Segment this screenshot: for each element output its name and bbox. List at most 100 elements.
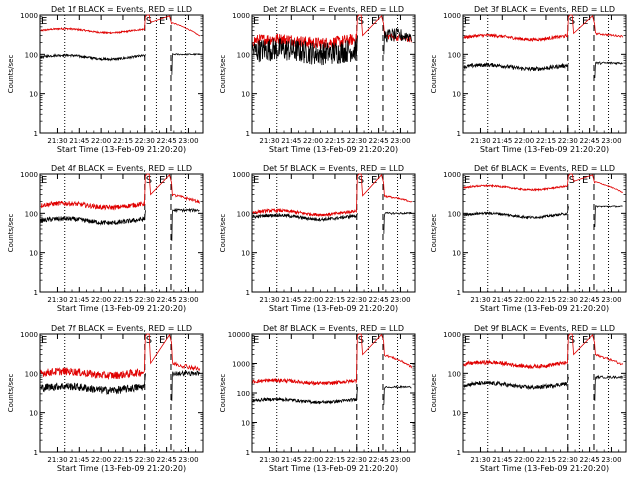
series-line-events [252,35,358,66]
y-tick-label: 1 [34,130,38,138]
x-tick-label: 22:00 [303,137,323,145]
x-tick-label: 23:00 [178,456,198,464]
s-marker-label: S [146,335,152,346]
y-tick-label: 1 [457,130,461,138]
x-tick-label: 22:45 [580,137,600,145]
x-tick-label: 22:45 [369,456,389,464]
e-marker-label: E [371,335,377,346]
e-marker-label: E [582,335,588,346]
y-tick-label: 1000 [20,12,38,20]
x-axis-label: Start Time (13-Feb-09 21:20:20) [57,145,186,154]
chart-title: Det 4f BLACK = Events, RED = LLD [51,164,192,173]
x-tick-label: 21:45 [492,296,512,304]
y-tick-label: 10 [241,250,250,258]
series-line-events-post-saa [171,207,200,241]
y-tick-label: 10 [452,250,461,258]
x-axis-label: Start Time (13-Feb-09 21:20:20) [269,304,398,313]
y-axis-label: Counts/sec [430,55,438,94]
y-axis-label: Counts/sec [7,374,15,413]
x-tick-label: 22:15 [113,456,133,464]
series-line-events-post-saa [383,385,412,405]
x-tick-label: 22:30 [347,137,367,145]
x-tick-label: 22:15 [536,137,556,145]
e-marker-label: E [582,16,588,27]
s-marker-label: S [569,175,575,186]
x-axis-label: Start Time (13-Feb-09 21:20:20) [269,464,398,473]
x-tick-label: 21:30 [259,137,279,145]
x-tick-label: 23:00 [178,137,198,145]
e-marker-label: E [371,16,377,27]
x-tick-label: 22:00 [514,137,534,145]
x-tick-label: 21:30 [470,137,490,145]
y-tick-label: 1 [457,449,461,457]
x-tick-label: 21:30 [259,296,279,304]
x-tick-label: 23:00 [390,137,410,145]
chart-title: Det 1f BLACK = Events, RED = LLD [51,5,192,14]
plot-frame [462,333,627,453]
x-tick-label: 21:45 [281,137,301,145]
y-tick-label: 1 [457,289,461,297]
x-tick-label: 22:45 [369,137,389,145]
x-tick-label: 21:30 [47,296,67,304]
e-marker-label: E [41,175,47,186]
x-axis-label: Start Time (13-Feb-09 21:20:20) [480,145,609,154]
y-axis-label: Counts/sec [219,214,227,253]
e-marker-label: E [253,16,259,27]
y-tick-label: 1000 [443,12,461,20]
e-marker-label: E [582,175,588,186]
series-line-events-post-saa [383,211,412,234]
plot-frame [39,14,204,134]
chart-title: Det 5f BLACK = Events, RED = LLD [263,164,404,173]
series-line-events-post-saa [594,61,623,79]
series-line-events [463,377,569,390]
x-tick-label: 21:45 [69,137,89,145]
chart-title: Det 7f BLACK = Events, RED = LLD [51,324,192,333]
y-axis-label: Counts/sec [219,55,227,94]
y-tick-label: 100 [448,210,461,218]
x-axis-label: Start Time (13-Feb-09 21:20:20) [57,464,186,473]
s-marker-label: S [358,175,364,186]
chart-panel-7: Det 7f BLACK = Events, RED = LLD Counts/s… [7,324,204,473]
y-tick-label: 10 [29,250,38,258]
chart-title: Det 9f BLACK = Events, RED = LLD [474,324,615,333]
series-line-events [463,61,569,72]
y-tick-label: 1 [246,449,250,457]
plot-frame [251,173,416,293]
chart-title: Det 2f BLACK = Events, RED = LLD [263,5,404,14]
x-tick-label: 22:30 [558,456,578,464]
series-line-events [40,210,146,226]
series-line-events [463,206,569,220]
y-tick-label: 1000 [232,361,250,369]
series-line-events [40,52,146,62]
chart-panel-9: Det 9f BLACK = Events, RED = LLD Counts/s… [430,324,627,473]
plot-frame [251,14,416,134]
plot-frame [462,173,627,293]
y-tick-label: 1000 [20,171,38,179]
e-marker-label: E [464,16,470,27]
x-tick-label: 22:00 [91,137,111,145]
y-axis-label: Counts/sec [430,374,438,413]
chart-panel-8: Det 8f BLACK = Events, RED = LLD Counts/s… [219,324,416,473]
chart-title: Det 3f BLACK = Events, RED = LLD [474,5,615,14]
e-marker-label: E [159,16,165,27]
y-axis-label: Counts/sec [7,214,15,253]
x-tick-label: 22:00 [91,456,111,464]
y-tick-label: 10 [452,410,461,418]
y-tick-label: 1000 [232,171,250,179]
e-marker-label: E [159,175,165,186]
series-line-events-post-saa [171,52,200,75]
y-tick-label: 100 [448,51,461,59]
x-tick-label: 21:30 [47,137,67,145]
x-tick-label: 21:30 [47,456,67,464]
plot-frame [251,333,416,453]
x-tick-label: 22:30 [347,296,367,304]
y-tick-label: 1 [34,449,38,457]
x-tick-label: 22:15 [325,456,345,464]
x-tick-label: 22:15 [325,137,345,145]
series-line-lld [463,14,624,42]
y-tick-label: 1 [246,130,250,138]
series-line-events [252,386,358,405]
x-tick-label: 23:00 [601,296,621,304]
y-tick-label: 100 [25,370,38,378]
